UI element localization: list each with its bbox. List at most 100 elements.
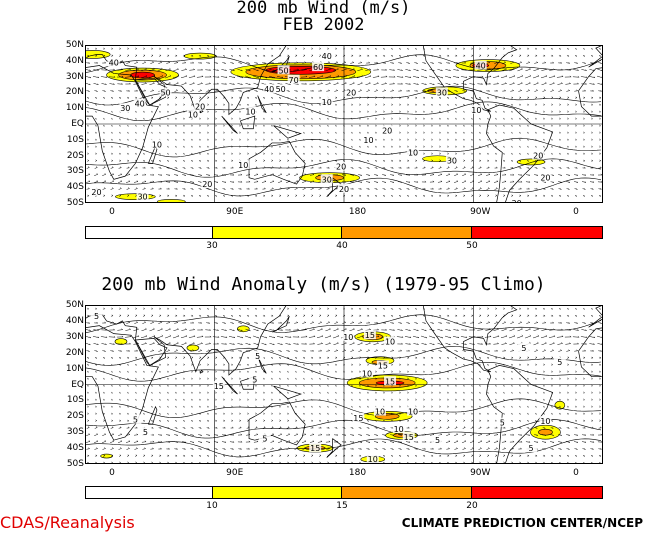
lat-label: 30N [65,331,84,342]
contour-label: 10 [188,111,198,120]
lat-label: 10S [66,134,84,145]
contour-label: 10 [238,161,248,170]
contour-label: 10 [408,148,418,157]
data-source-label: CDAS/Reanalysis [0,513,135,532]
contour-label: 20 [382,126,392,135]
contour-label: 50 [276,85,286,94]
lat-label: 40S [66,182,84,193]
contour-label: 20 [91,188,101,197]
contour-label: 15 [404,433,414,442]
panel1-subtitle: FEB 2002 [282,15,365,35]
colorbar-swatch [342,487,472,498]
contour-label: 30 [447,156,457,165]
colorbar-label: 15 [336,501,348,511]
contour-label: 5 [255,352,260,361]
contour-label: 15 [385,377,395,386]
lat-label: 30N [65,71,84,82]
lat-label: 30S [66,427,84,438]
colorbar-label: 20 [466,501,478,511]
panel2-title: 200 mb Wind Anomaly (m/s) (1979-95 Climo… [101,274,546,295]
colorbar-swatch [86,227,213,238]
contour-label: 20 [202,180,212,189]
contour-label: 5 [521,344,526,353]
contour-label: 30 [322,175,332,184]
lon-label: 180 [348,468,367,478]
contour-label: 40 [135,99,145,108]
lat-label: 10N [65,103,84,114]
contour-label: 10 [245,107,255,116]
contour-label: 40 [264,85,274,94]
contour-label: 10 [363,136,373,145]
contour-label: 10 [152,141,162,150]
wind-anomaly-map-panel: 510 1510151015101015101515101051555555555… [85,305,603,464]
lat-label: 20N [65,347,84,358]
contour-label: 10 [362,369,372,378]
contour-label: 20 [540,174,550,183]
contour-label: 20 [512,199,522,203]
contour-label: 10 [368,455,378,464]
contour-label: 15 [214,382,224,391]
contour-label: 10 [322,98,332,107]
lat-label: 40N [65,55,84,66]
contour-label: 10 [385,338,395,347]
colorbar-label: 30 [206,241,218,251]
lon-label: 180 [348,207,367,217]
lat-label: 20S [66,411,84,422]
lat-label: 40S [66,443,84,454]
contour-label: 10 [375,408,385,417]
lat-label: 20N [65,87,84,98]
contour-label: 30 [437,88,447,97]
contour-label: 15 [378,361,388,370]
panel2-colorbar [85,486,603,499]
contour-label: 50 [278,66,288,75]
lon-label: 0 [573,468,579,478]
colorbar-label: 40 [336,241,348,251]
contour-label: 15 [310,444,320,453]
lat-label: 50N [65,40,84,50]
lat-label: EQ [71,119,84,129]
colorbar-label: 10 [206,501,218,511]
contour-label: 5 [143,428,148,437]
lat-label: 20S [66,150,84,161]
contour-label: 10 [471,106,481,115]
contour-label: 20 [346,88,356,97]
lat-label: 30S [66,166,84,177]
contour-label: 5 [500,419,505,428]
lon-label: 90E [226,207,244,217]
contour-label: 5 [94,312,99,321]
contour-label: 20 [533,152,543,161]
lat-label: 40N [65,315,84,326]
lon-label: 90W [470,468,491,478]
contour-label: 5 [529,444,534,453]
colorbar-swatch [342,227,472,238]
lon-label: 0 [109,207,115,217]
colorbar-swatch [471,487,602,498]
contour-label: 50 [160,88,170,97]
contour-label: 10 [394,425,404,434]
panel1-colorbar [85,226,603,239]
lat-label: 50S [66,198,84,208]
contour-label: 5 [557,358,562,367]
contour-label: 10 [540,417,550,426]
contour-label: 10 [408,408,418,417]
lon-label: 90W [470,207,491,217]
contour-label: 5 [262,435,267,444]
panel1-title: 200 mb Wind (m/s) [236,0,411,18]
contour-label: 15 [353,414,363,423]
lat-label: 50S [66,459,84,469]
contour-label: 60 [313,63,323,72]
colorbar-swatch [212,487,343,498]
contour-label: 40 [109,58,119,67]
contour-label: 40 [476,62,486,71]
contour-label: 5 [252,376,257,385]
contour-label: 30 [120,104,130,113]
lat-label: EQ [71,379,84,390]
contour-label: 20 [336,163,346,172]
contour-label: 5 [133,415,138,424]
agency-label: CLIMATE PREDICTION CENTER/NCEP [401,516,643,530]
contour-label: 10 [343,333,353,342]
contour-label: 5 [435,436,440,445]
lat-label: 50N [65,300,84,310]
contour-label: 15 [365,331,375,340]
